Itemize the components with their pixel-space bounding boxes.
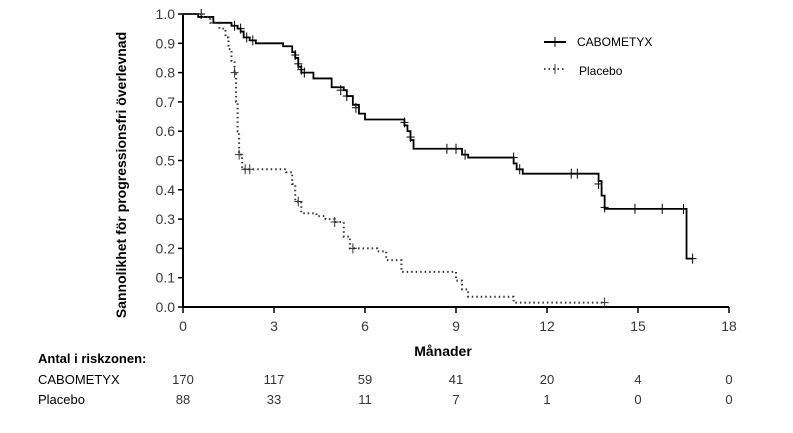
censor-mark-cabometyx — [630, 203, 639, 214]
x-tick-label: 6 — [361, 318, 369, 334]
censor-mark-cabometyx — [336, 85, 345, 96]
risk-cell-placebo: 11 — [358, 392, 372, 407]
axes — [182, 14, 729, 308]
risk-cell-cabometyx: 59 — [357, 372, 373, 387]
censor-mark-placebo — [235, 149, 244, 160]
y-tick-label: 0.6 — [156, 123, 176, 139]
censor-mark-cabometyx — [291, 50, 300, 61]
legend-label-placebo: Placebo — [579, 64, 623, 78]
censor-mark-cabometyx — [342, 91, 351, 102]
y-tick-label: 0.7 — [156, 94, 176, 110]
censor-mark-cabometyx — [242, 32, 251, 43]
censor-mark-cabometyx — [236, 23, 245, 34]
censor-mark-placebo — [294, 196, 303, 207]
censor-mark-cabometyx — [658, 203, 667, 214]
series-placebo — [183, 13, 609, 308]
censor-mark-cabometyx — [452, 143, 460, 154]
risk-cell-cabometyx: 20 — [539, 372, 555, 387]
censor-mark-cabometyx — [442, 143, 451, 154]
censor-mark-cabometyx — [679, 203, 688, 214]
y-tick-label: 0.4 — [156, 182, 176, 198]
km-curve-placebo — [183, 13, 605, 304]
x-tick-label: 3 — [270, 318, 278, 334]
x-axis-title: Månader — [414, 343, 472, 359]
risk-cell-placebo: 0 — [725, 392, 733, 407]
risk-row-label-placebo: Placebo — [38, 392, 85, 407]
y-tick-label: 1.0 — [156, 6, 176, 22]
y-tick-label: 0.2 — [156, 240, 176, 256]
censor-mark-cabometyx — [406, 132, 415, 143]
y-tick-label: 0.8 — [156, 65, 176, 81]
censor-mark-cabometyx — [573, 168, 582, 179]
x-tick-label: 18 — [721, 318, 737, 334]
risk-cell-cabometyx: 0 — [725, 372, 733, 387]
legend-item-placebo: Placebo — [544, 64, 623, 78]
x-tick-label: 15 — [630, 318, 646, 334]
km-curve-cabometyx — [183, 13, 693, 260]
censor-mark-cabometyx — [300, 67, 309, 78]
censor-mark-placebo — [600, 297, 609, 308]
censor-mark-cabometyx — [400, 117, 409, 128]
y-tick-label: 0.0 — [156, 299, 176, 315]
censor-mark-placebo — [245, 164, 254, 175]
censor-mark-cabometyx — [600, 202, 609, 213]
legend-label-cabometyx: CABOMETYX — [577, 35, 652, 49]
risk-cell-cabometyx: 117 — [263, 372, 285, 387]
y-tick-label: 0.9 — [156, 35, 176, 51]
censor-mark-cabometyx — [688, 253, 697, 264]
censor-mark-placebo — [348, 243, 357, 254]
x-ticks: 0 3 6 9 12 15 18 — [179, 307, 737, 334]
risk-cell-placebo: 88 — [175, 392, 191, 407]
series-group — [183, 9, 697, 308]
y-axis-title: Sannolikhet för progressionsfri överlevn… — [113, 32, 129, 318]
risk-cell-placebo: 0 — [634, 392, 642, 407]
y-tick-label: 0.1 — [156, 270, 176, 286]
risk-cell-cabometyx: 170 — [172, 372, 194, 387]
y-tick-label: 0.3 — [156, 211, 176, 227]
legend-item-cabometyx: CABOMETYX — [544, 35, 652, 49]
x-tick-label: 0 — [179, 318, 187, 334]
censor-mark-placebo — [230, 67, 239, 78]
censor-mark-cabometyx — [248, 35, 257, 46]
censor-mark-cabometyx — [294, 58, 303, 69]
risk-cell-cabometyx: 41 — [448, 372, 464, 387]
y-tick-label: 0.5 — [156, 153, 176, 169]
censor-mark-cabometyx — [461, 149, 470, 160]
risk-cell-placebo: 33 — [266, 392, 282, 407]
y-ticks: 0.0 0.1 0.2 0.3 0.4 0.5 0.6 0.7 0.8 0.9 1.0 — [156, 6, 183, 315]
series-cabometyx — [183, 9, 697, 264]
legend: CABOMETYX Placebo — [544, 35, 652, 78]
risk-table-title: Antal i riskzonen: — [38, 351, 147, 366]
x-tick-label: 9 — [452, 318, 460, 334]
x-tick-label: 12 — [539, 318, 555, 334]
risk-cell-cabometyx: 4 — [634, 372, 642, 387]
risk-cell-placebo: 1 — [543, 392, 551, 407]
censor-mark-cabometyx — [509, 152, 518, 163]
censor-mark-cabometyx — [351, 102, 360, 113]
censor-mark-cabometyx — [230, 20, 239, 31]
risk-cell-placebo: 7 — [452, 392, 460, 407]
risk-row-label-cabometyx: CABOMETYX — [38, 372, 120, 387]
censor-mark-placebo — [330, 217, 339, 228]
censor-mark-cabometyx — [515, 164, 524, 175]
censor-mark-cabometyx — [594, 178, 603, 189]
